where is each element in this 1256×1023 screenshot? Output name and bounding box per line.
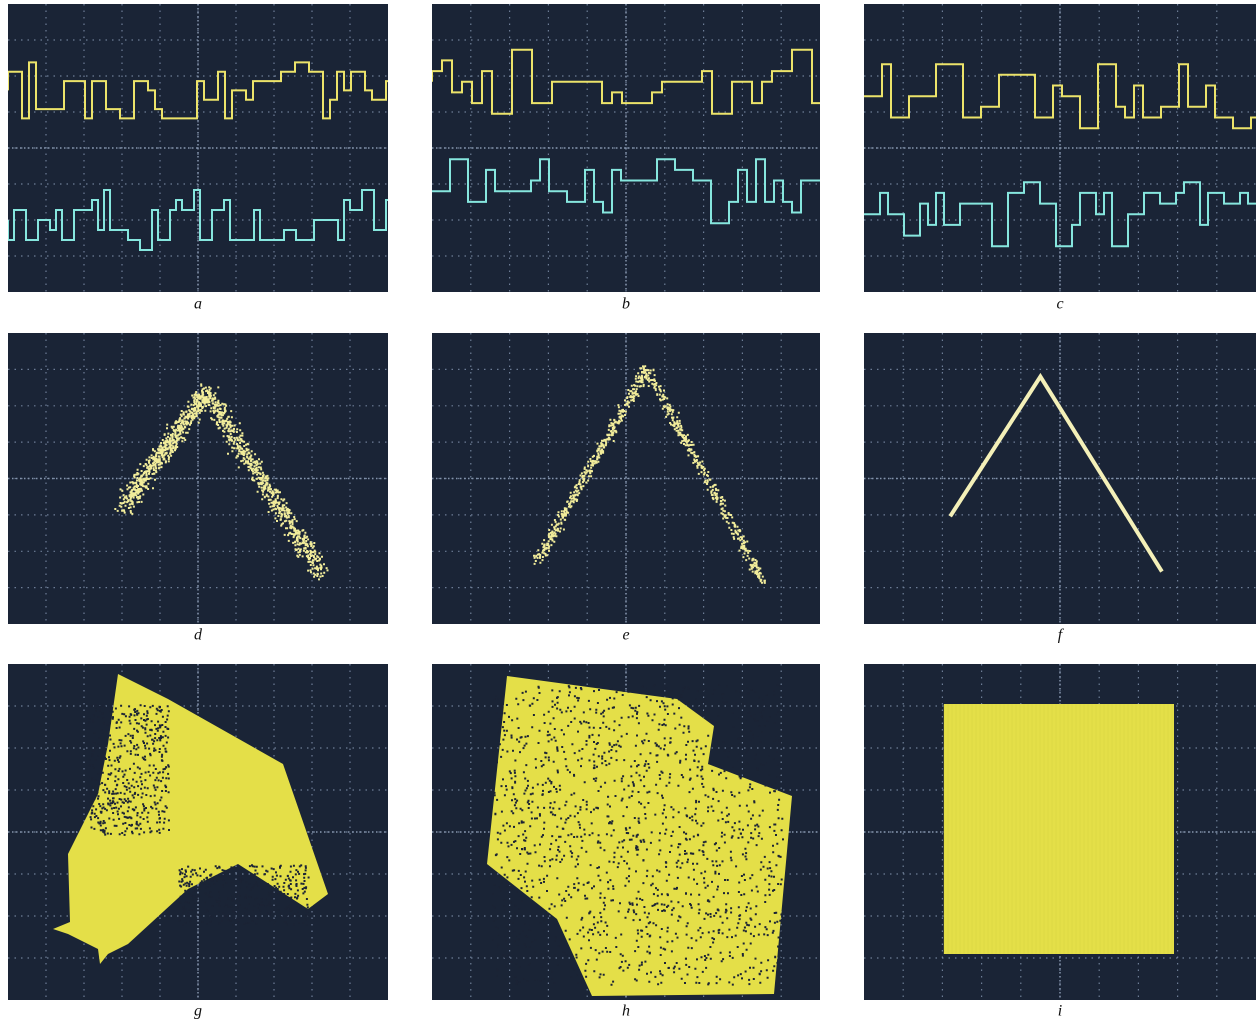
scope-panel [8, 664, 388, 1000]
scope-panel [864, 4, 1256, 292]
panel-label: e [622, 627, 629, 644]
scope-panel [8, 333, 388, 624]
screen [864, 664, 1256, 1000]
screen [864, 4, 1256, 292]
panel-label: d [194, 627, 203, 644]
screen [432, 4, 820, 292]
scope-panel [432, 4, 820, 292]
scope-panel [8, 4, 388, 292]
panel-label: c [1056, 296, 1063, 313]
panel-label: a [194, 296, 202, 313]
panel-label: b [622, 296, 630, 313]
fill-area [944, 704, 1174, 954]
screen [432, 664, 820, 1000]
screen [8, 4, 388, 292]
scope-panel [864, 333, 1256, 624]
panel-label: i [1058, 1003, 1062, 1020]
figure: a b c d e f g h i [0, 0, 1256, 1023]
panel-label: h [622, 1003, 630, 1020]
screen [8, 664, 388, 1000]
panel-label: g [194, 1003, 202, 1020]
panel-label: f [1058, 627, 1065, 644]
screen [864, 333, 1256, 624]
screen [8, 333, 388, 624]
scope-panel [864, 664, 1256, 1000]
scope-panel [432, 664, 820, 1000]
screen [432, 333, 820, 624]
scope-panel [432, 333, 820, 624]
